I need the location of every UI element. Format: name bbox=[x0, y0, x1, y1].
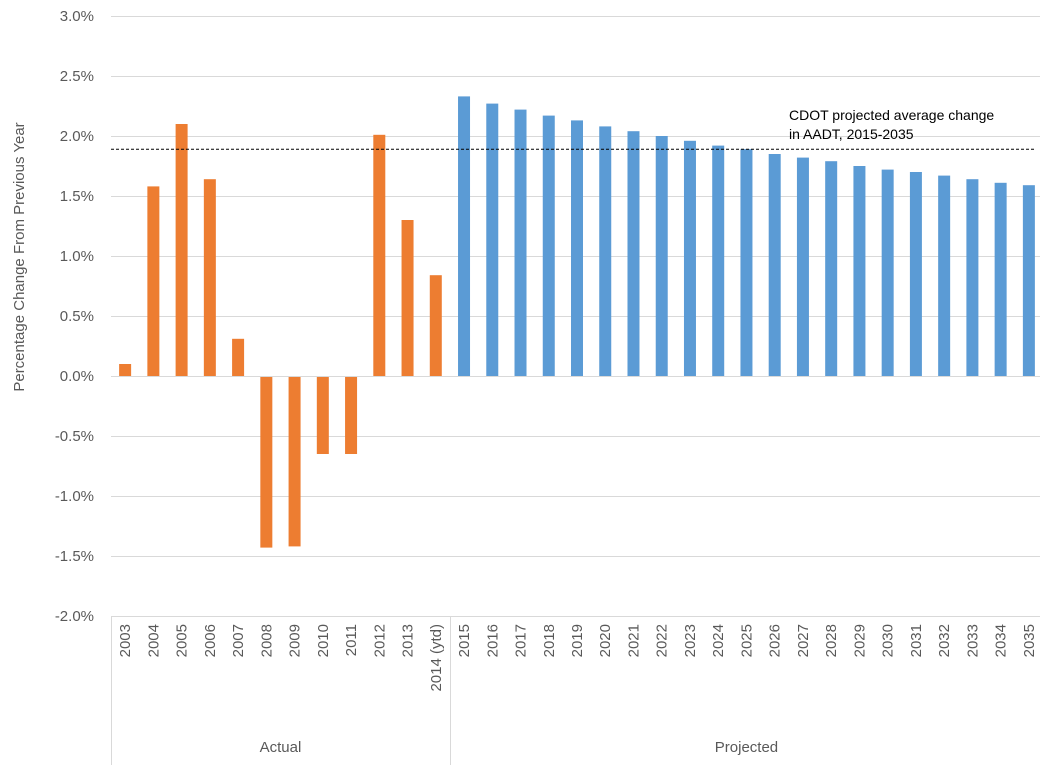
bar-2011 bbox=[345, 376, 358, 454]
bar-2014-ytd bbox=[429, 275, 442, 376]
bar-2029 bbox=[853, 166, 866, 376]
x-tick-label: 2009 bbox=[287, 624, 304, 657]
x-tick-label: 2032 bbox=[936, 624, 953, 657]
x-tick-label: 2006 bbox=[202, 624, 219, 657]
bar-2030 bbox=[881, 169, 894, 376]
bar-2027 bbox=[796, 157, 809, 376]
x-tick-label: 2028 bbox=[823, 624, 840, 657]
x-tick-label: 2022 bbox=[654, 624, 671, 657]
bar-2004 bbox=[147, 186, 160, 376]
bar-2010 bbox=[316, 376, 329, 454]
x-tick-label: 2020 bbox=[597, 624, 614, 657]
bar-2034 bbox=[994, 182, 1007, 376]
bar-2028 bbox=[825, 161, 838, 376]
x-tick-label: 2003 bbox=[117, 624, 134, 657]
y-tick-label: 1.0% bbox=[60, 248, 94, 265]
bar-2020 bbox=[599, 126, 612, 377]
x-tick-label: 2034 bbox=[993, 624, 1010, 657]
bar-2025 bbox=[740, 149, 753, 376]
x-tick-label: 2008 bbox=[258, 624, 275, 657]
x-group-label-actual: Actual bbox=[260, 739, 302, 756]
x-tick-label: 2007 bbox=[230, 624, 247, 657]
y-tick-label: -0.5% bbox=[55, 428, 94, 445]
x-group-labels: Actual Projected bbox=[260, 739, 779, 756]
y-axis-title: Percentage Change From Previous Year bbox=[11, 122, 28, 391]
x-tick-label: 2035 bbox=[1021, 624, 1038, 657]
y-tick-label: 3.0% bbox=[60, 8, 94, 25]
x-tick-label: 2013 bbox=[400, 624, 417, 657]
y-tick-label: 1.5% bbox=[60, 188, 94, 205]
y-tick-label: -2.0% bbox=[55, 608, 94, 625]
x-tick-label: 2025 bbox=[738, 624, 755, 657]
x-tick-label: 2026 bbox=[767, 624, 784, 657]
x-tick-label: 2024 bbox=[710, 624, 727, 657]
x-group-label-projected: Projected bbox=[715, 739, 778, 756]
bar-2008 bbox=[260, 376, 273, 548]
y-tick-label: -1.5% bbox=[55, 548, 94, 565]
bar-2021 bbox=[627, 131, 640, 376]
y-tick-label: -1.0% bbox=[55, 488, 94, 505]
x-tick-label: 2005 bbox=[174, 624, 191, 657]
bars bbox=[119, 96, 1035, 548]
x-tick-label: 2019 bbox=[569, 624, 586, 657]
bar-2031 bbox=[909, 172, 922, 376]
y-tick-labels: 3.0% 2.5% 2.0% 1.5% 1.0% 0.5% 0.0% -0.5% -1.0% -1… bbox=[55, 8, 94, 625]
bar-2033 bbox=[966, 179, 979, 376]
bar-2018 bbox=[542, 115, 555, 376]
x-tick-labels: 2003 2004 2005 2006 2007 2008 2009 2010 2011 2012… bbox=[117, 624, 1038, 692]
axes bbox=[111, 376, 1040, 765]
bar-2024 bbox=[712, 145, 725, 376]
bar-2015 bbox=[458, 96, 471, 377]
x-tick-label: 2033 bbox=[964, 624, 981, 657]
reference-line-group: CDOT projected average change in AADT, 20… bbox=[111, 107, 1036, 150]
bar-2026 bbox=[768, 154, 781, 376]
x-tick-label: 2031 bbox=[908, 624, 925, 657]
bar-2012 bbox=[373, 134, 386, 376]
bar-2035 bbox=[1022, 185, 1035, 376]
reference-line-label: CDOT projected average change bbox=[789, 107, 994, 123]
x-tick-label: 2011 bbox=[343, 624, 360, 656]
x-tick-label: 2017 bbox=[513, 624, 530, 657]
y-tick-label: 2.5% bbox=[60, 68, 94, 85]
bar-2022 bbox=[655, 136, 668, 376]
x-tick-label: 2015 bbox=[456, 624, 473, 657]
x-tick-label: 2012 bbox=[371, 624, 388, 657]
bar-2017 bbox=[514, 109, 527, 376]
bar-2023 bbox=[683, 140, 696, 376]
bar-2016 bbox=[486, 103, 499, 376]
x-tick-label: 2021 bbox=[625, 624, 642, 657]
x-tick-label: 2023 bbox=[682, 624, 699, 657]
x-tick-label: 2018 bbox=[541, 624, 558, 657]
x-tick-label: 2010 bbox=[315, 624, 332, 657]
x-tick-label: 2029 bbox=[851, 624, 868, 657]
bar-2032 bbox=[938, 175, 951, 376]
x-tick-label: 2030 bbox=[880, 624, 897, 657]
y-tick-label: 0.0% bbox=[60, 368, 94, 385]
bar-2007 bbox=[232, 338, 245, 376]
bar-2006 bbox=[203, 179, 216, 376]
x-tick-label: 2016 bbox=[484, 624, 501, 657]
x-tick-label: 2004 bbox=[145, 624, 162, 657]
bar-2005 bbox=[175, 124, 188, 376]
x-tick-label: 2014 (ytd) bbox=[428, 624, 445, 692]
reference-line-label: in AADT, 2015-2035 bbox=[789, 126, 914, 142]
bar-2013 bbox=[401, 220, 414, 376]
bar-2003 bbox=[119, 364, 132, 376]
y-tick-label: 0.5% bbox=[60, 308, 94, 325]
x-tick-label: 2027 bbox=[795, 624, 812, 657]
bar-2019 bbox=[571, 120, 583, 377]
bar-2009 bbox=[288, 376, 301, 547]
y-tick-label: 2.0% bbox=[60, 128, 94, 145]
